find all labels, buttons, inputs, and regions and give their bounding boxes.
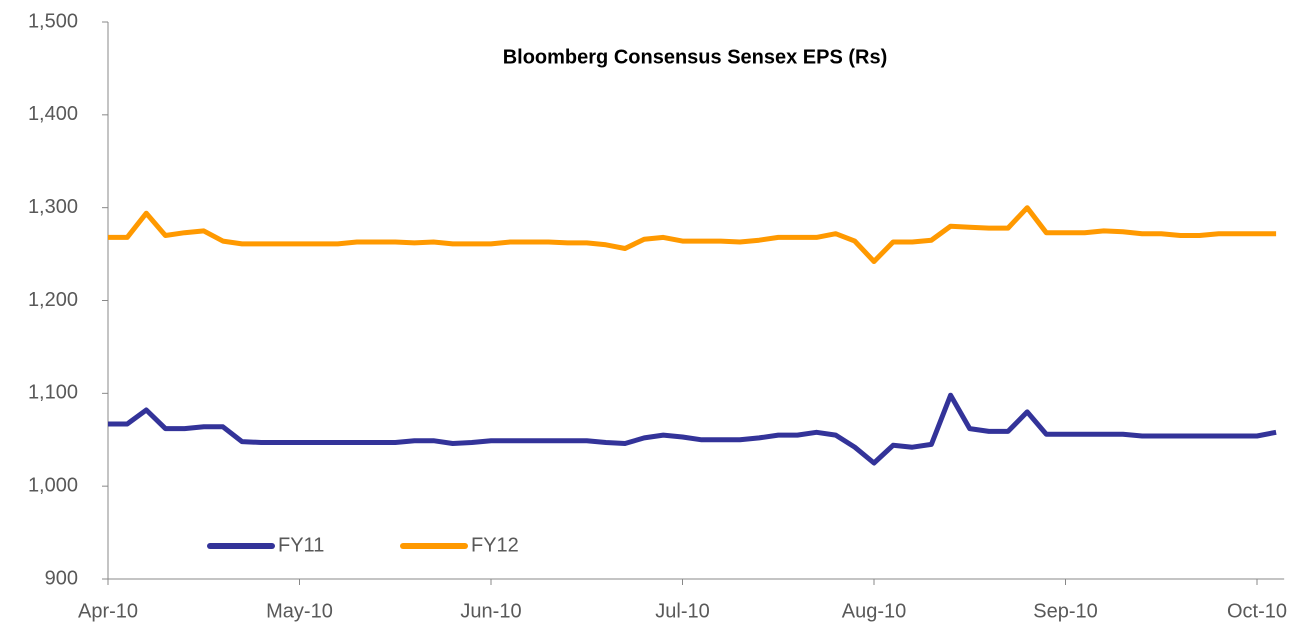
y-tick-label: 900 bbox=[45, 567, 78, 589]
y-tick-label: 1,200 bbox=[28, 289, 78, 311]
x-tick-label: Jul-10 bbox=[655, 600, 709, 622]
x-tick-label: Apr-10 bbox=[78, 600, 138, 622]
y-tick-label: 1,500 bbox=[28, 10, 78, 32]
y-tick-label: 1,400 bbox=[28, 103, 78, 125]
x-tick-label: Jun-10 bbox=[460, 600, 521, 622]
legend-label: FY11 bbox=[278, 534, 324, 556]
legend-label: FY12 bbox=[471, 534, 519, 556]
y-tick-label: 1,000 bbox=[28, 474, 78, 496]
chart-title: Bloomberg Consensus Sensex EPS (Rs) bbox=[503, 46, 888, 68]
x-tick-label: Aug-10 bbox=[842, 600, 907, 622]
y-tick-label: 1,100 bbox=[28, 382, 78, 404]
x-tick-label: May-10 bbox=[266, 600, 333, 622]
x-tick-label: Oct-10 bbox=[1227, 600, 1287, 622]
y-tick-label: 1,300 bbox=[28, 196, 78, 218]
x-tick-label: Sep-10 bbox=[1033, 600, 1098, 622]
series-line bbox=[108, 205, 1277, 264]
series-line bbox=[108, 392, 1277, 466]
